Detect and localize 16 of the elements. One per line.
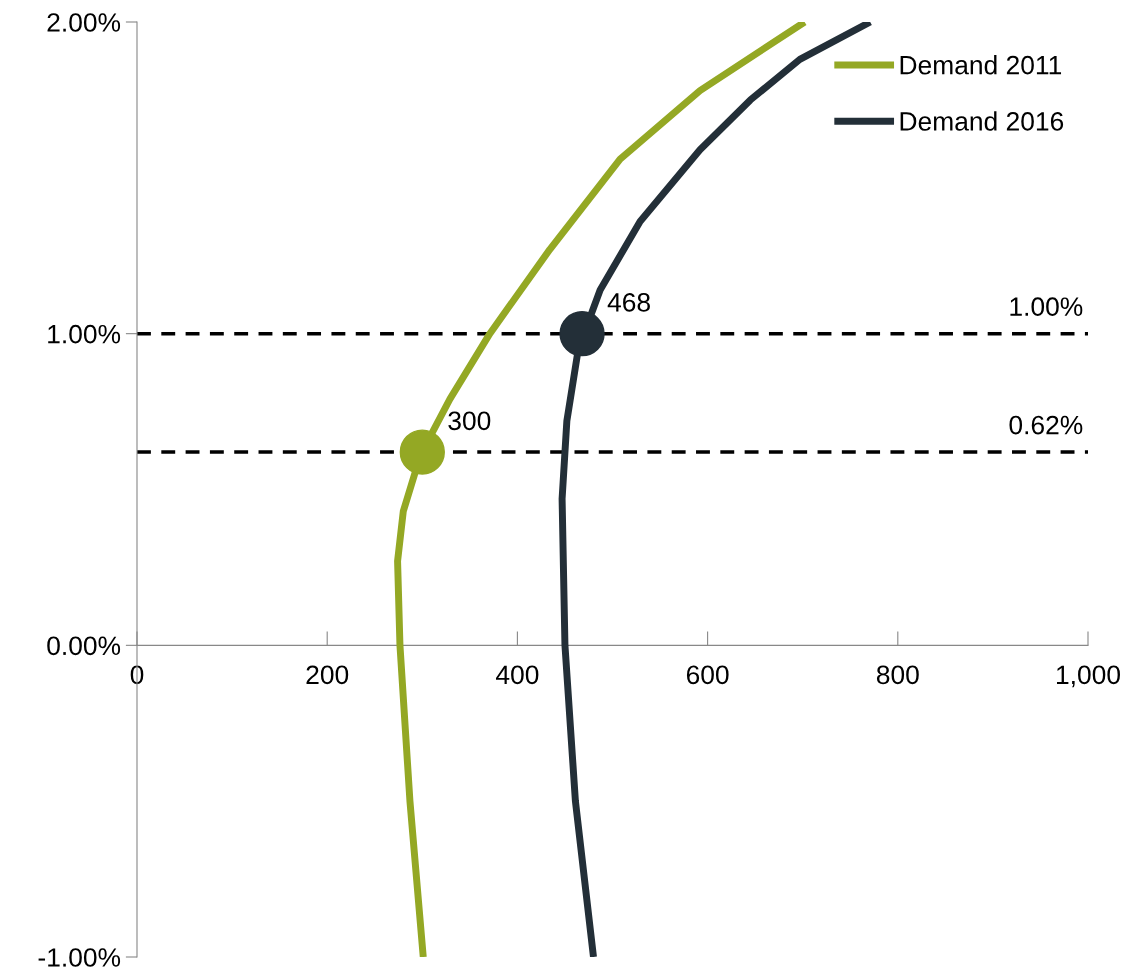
x-tick-label: 600 (686, 665, 729, 685)
x-tick-label: 200 (306, 665, 349, 685)
annotation: 468 (607, 293, 650, 312)
x-tick-label: 400 (495, 665, 539, 685)
y-tick-label: 0.00% (47, 636, 121, 656)
legend-label: Demand 2011 (900, 55, 1062, 75)
y-tick-label: -1.00% (38, 948, 121, 967)
x-tick-label: 800 (876, 665, 919, 685)
annotation: 300 (448, 411, 491, 431)
ref-line-label: 0.62% (1009, 415, 1083, 435)
x-tick-label: 1,000 (1057, 665, 1120, 688)
y-tick-label: 2.00% (47, 13, 121, 32)
ref-line-label: 1.00% (1010, 297, 1083, 316)
x-tick-label: 0 (130, 665, 144, 685)
legend-label: Demand 2016 (900, 111, 1064, 131)
y-tick-label: 1.00% (48, 324, 121, 344)
